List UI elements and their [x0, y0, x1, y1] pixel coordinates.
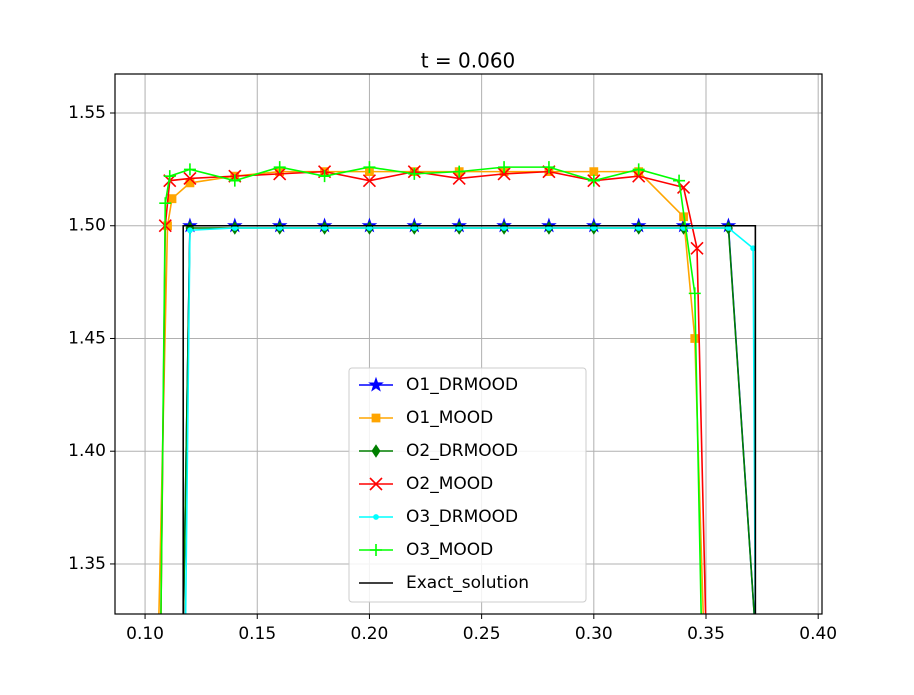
marker — [408, 167, 421, 180]
y-tick-label: 1.55 — [68, 103, 106, 123]
legend-box — [348, 367, 587, 603]
y-tick-label: 1.45 — [68, 328, 106, 348]
x-tick-label: 0.10 — [126, 624, 164, 644]
legend-label: Exact_solution — [406, 573, 529, 593]
marker — [318, 170, 331, 183]
marker — [498, 161, 511, 174]
marker — [183, 163, 196, 176]
marker — [688, 287, 701, 300]
marker — [228, 174, 241, 187]
x-tick-label: 0.15 — [238, 624, 276, 644]
marker — [497, 167, 511, 181]
marker — [690, 241, 704, 255]
legend-marker — [368, 376, 384, 392]
marker — [673, 174, 686, 187]
marker — [362, 174, 377, 188]
series-line — [182, 224, 757, 614]
plot-area — [158, 161, 757, 614]
legend-label: O3_MOOD — [406, 540, 493, 560]
chart-title: t = 0.060 — [421, 49, 516, 73]
legend-marker — [370, 544, 382, 556]
x-tick-label: 0.35 — [687, 624, 725, 644]
y-tick-label: 1.50 — [68, 216, 106, 236]
x-tick-label: 0.25 — [463, 624, 501, 644]
legend-label: O1_DRMOOD — [406, 375, 518, 395]
marker — [273, 167, 287, 181]
legend-marker — [371, 413, 381, 423]
legend-marker — [369, 477, 383, 491]
legend: O1_DRMOOD O1_MOOD O2_DRMOOD O2_MOOD O3_DRMOO… — [348, 367, 587, 603]
legend-marker — [373, 514, 379, 520]
legend-label: O3_DRMOOD — [406, 507, 518, 527]
series-line — [184, 227, 757, 614]
marker — [632, 163, 645, 176]
x-tick-label: 0.30 — [575, 624, 613, 644]
marker — [273, 161, 286, 174]
x-tick-label: 0.40 — [799, 624, 837, 644]
marker — [167, 194, 177, 204]
marker — [542, 161, 555, 174]
marker — [587, 174, 600, 187]
y-tick-label: 1.35 — [68, 554, 106, 574]
axes-frame — [114, 73, 823, 615]
marker — [453, 165, 466, 178]
legend-label: O1_MOOD — [406, 408, 493, 428]
ticks: 0.10 0.15 0.20 0.25 0.30 0.35 0.40 1.35 1.40 1.45… — [68, 103, 837, 644]
marker — [183, 171, 197, 185]
marker — [363, 161, 376, 174]
marker — [589, 167, 599, 177]
y-tick-label: 1.40 — [68, 441, 106, 461]
marker — [159, 197, 172, 210]
marker — [690, 334, 700, 343]
marker — [163, 170, 176, 183]
legend-label: O2_MOOD — [406, 474, 493, 494]
legend-marker — [371, 444, 381, 458]
x-tick-label: 0.20 — [351, 624, 389, 644]
marker — [452, 171, 466, 185]
marker — [632, 169, 646, 183]
legend-label: O2_DRMOOD — [406, 441, 518, 461]
marker — [187, 227, 193, 234]
